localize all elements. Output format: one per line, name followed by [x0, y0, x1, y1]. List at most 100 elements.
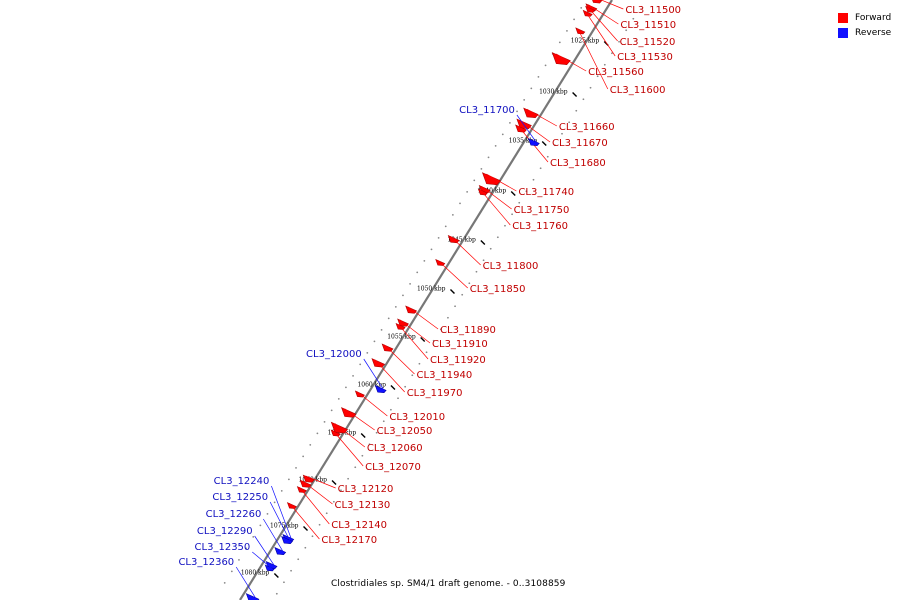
guide-dot — [451, 214, 454, 216]
guide-dot — [611, 52, 613, 55]
forward-leader — [334, 423, 366, 448]
forward-gene-label: CL3_11910 — [432, 339, 488, 350]
reverse-gene-CL3_12250 — [281, 535, 293, 545]
genome-backbone — [239, 0, 613, 600]
guide-dot — [525, 190, 528, 193]
forward-leader — [577, 28, 609, 90]
forward-leader — [384, 344, 415, 375]
tick-label: 1030 kbp — [539, 88, 568, 95]
tick-mark — [273, 572, 279, 578]
guide-dot — [439, 328, 442, 331]
guide-dot — [323, 421, 326, 423]
reverse-gene-CL3_12360 — [245, 593, 260, 600]
guide-dot — [354, 466, 357, 469]
guide-dot — [475, 270, 478, 273]
guide-dot — [330, 409, 333, 412]
guide-dot — [544, 64, 547, 67]
guide-dot — [518, 201, 521, 204]
guide-dot — [404, 385, 407, 388]
reverse-gene-label: CL3_12350 — [195, 542, 251, 553]
guide-dot — [273, 501, 276, 504]
guide-dot — [454, 305, 456, 308]
forward-gene-label: CL3_11920 — [430, 355, 486, 366]
guide-dot — [361, 454, 364, 457]
guide-dot — [290, 569, 292, 572]
reverse-gene-label: CL3_11700 — [459, 105, 515, 116]
forward-gene-label: CL3_12070 — [365, 462, 421, 473]
guide-dot — [566, 30, 568, 32]
guide-dot — [416, 271, 419, 274]
forward-leader — [299, 487, 330, 525]
tick-label: 1035 kbp — [509, 137, 538, 144]
tick-mark — [420, 336, 426, 342]
forward-gene-label: CL3_11970 — [407, 388, 463, 399]
forward-swatch — [838, 12, 848, 23]
forward-leader — [486, 173, 517, 192]
tick-label: 1050 kbp — [417, 285, 446, 292]
guide-dot — [238, 559, 240, 561]
reverse-leader — [254, 535, 275, 567]
tick-mark — [541, 140, 547, 146]
forward-gene-label: CL3_11500 — [625, 5, 681, 16]
guide-dot — [575, 109, 578, 112]
guide-dot — [230, 570, 233, 573]
forward-gene-CL3_11660 — [523, 107, 539, 119]
guide-dot — [382, 420, 385, 423]
tick-mark — [303, 525, 309, 531]
forward-gene-label: CL3_11890 — [440, 325, 496, 336]
reverse-leader — [516, 114, 538, 144]
forward-leader — [305, 475, 336, 489]
guide-dot — [223, 582, 226, 584]
guide-dot — [337, 398, 340, 400]
forward-gene-CL3_12120 — [302, 474, 315, 483]
guide-dot — [494, 145, 497, 147]
tick-mark — [390, 384, 396, 390]
guide-dot — [380, 329, 383, 331]
guide-dot — [373, 340, 376, 343]
forward-gene-CL3_12050 — [341, 407, 357, 418]
guide-dot — [539, 167, 542, 170]
forward-gene-CL3_12140 — [296, 486, 307, 493]
tick-mark — [331, 479, 337, 485]
forward-leader — [480, 189, 511, 226]
forward-gene-label: CL3_12060 — [367, 443, 423, 454]
forward-gene-label: CL3_11940 — [417, 370, 473, 381]
guide-dot — [295, 467, 297, 469]
forward-leader — [397, 323, 429, 360]
reverse-gene-label: CL3_12240 — [214, 476, 270, 487]
guide-dot — [580, 7, 583, 9]
guide-dot — [589, 86, 592, 89]
guide-dot — [558, 41, 561, 44]
reverse-leader — [235, 566, 257, 600]
guide-dot — [461, 293, 464, 296]
guide-dot — [480, 168, 483, 170]
forward-gene-CL3_12170 — [286, 502, 297, 509]
genome-caption: Clostridiales sp. SM4/1 draft genome. - … — [331, 579, 566, 589]
guide-dot — [603, 63, 606, 66]
tick-mark — [480, 239, 486, 245]
forward-gene-label: CL3_11520 — [620, 37, 676, 48]
forward-gene-label: CL3_12140 — [331, 520, 387, 531]
guide-dot — [501, 133, 504, 136]
guide-dot — [347, 477, 350, 480]
guide-dot — [444, 225, 447, 228]
reverse-swatch — [838, 27, 848, 38]
tick-label: 1080 kbp — [241, 569, 270, 576]
guide-dot — [482, 259, 485, 262]
guide-dot — [489, 247, 492, 250]
forward-leader — [344, 408, 375, 431]
forward-leader — [289, 503, 320, 540]
guide-dot — [387, 317, 390, 320]
guide-dot — [425, 351, 428, 354]
guide-dot — [532, 178, 535, 181]
forward-leader — [600, 0, 624, 10]
tick-label: 1075 kbp — [270, 522, 299, 529]
reverse-leader — [363, 358, 385, 391]
guide-dot — [418, 362, 421, 365]
guide-dot — [302, 455, 305, 458]
guide-dot — [546, 155, 549, 158]
guide-dot — [596, 75, 599, 78]
guide-dot — [511, 213, 514, 216]
guide-dot — [287, 478, 290, 481]
forward-leader — [407, 306, 439, 330]
